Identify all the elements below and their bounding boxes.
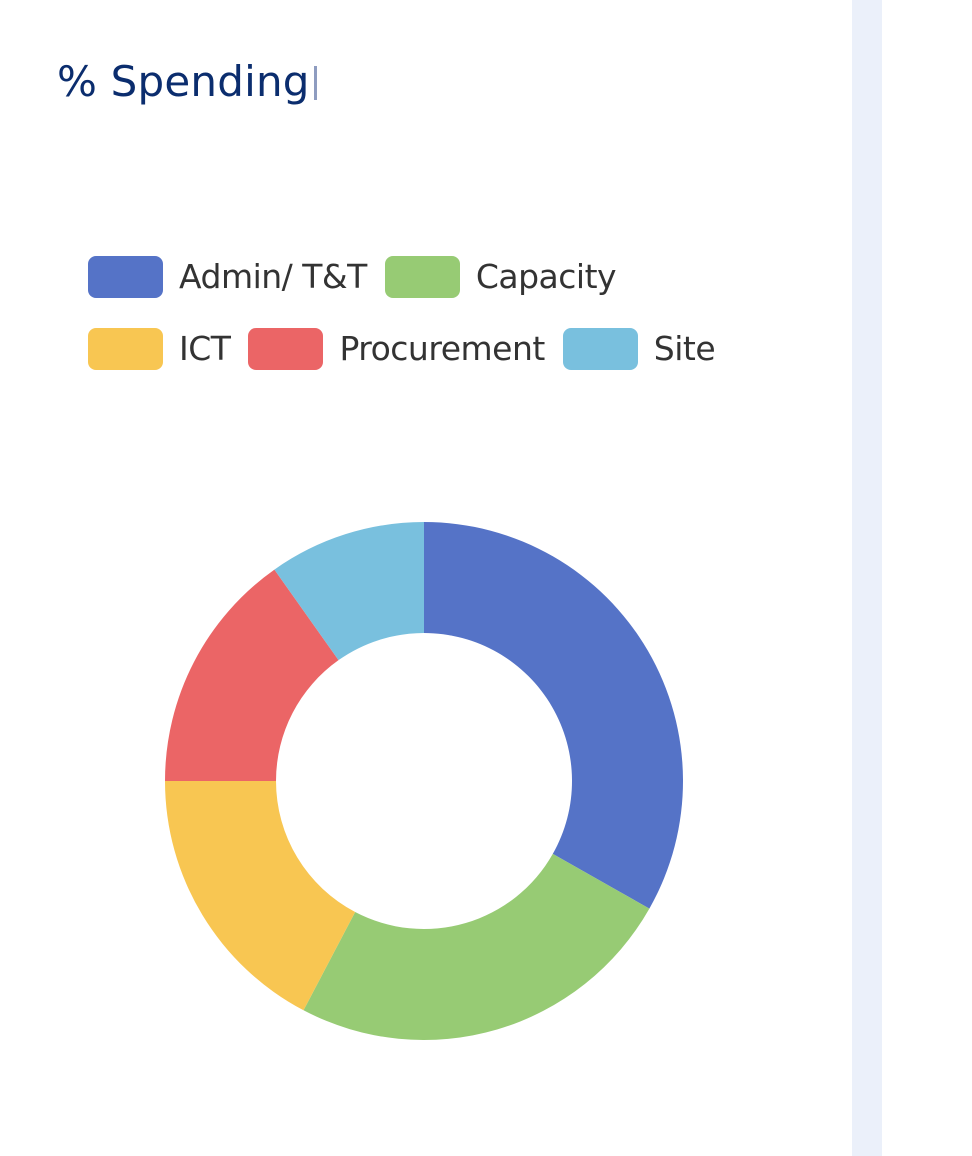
donut-segment-ict[interactable]: [165, 781, 356, 1011]
donut-segment-admin-t-t[interactable]: [424, 522, 684, 909]
donut-segment-procurement[interactable]: [165, 569, 339, 781]
legend-label-admin: Admin/ T&T: [179, 257, 367, 296]
legend-label-ict: ICT: [179, 329, 231, 368]
donut-chart: [164, 521, 684, 1041]
legend-swatch-site: [562, 328, 638, 370]
legend-label-capacity: Capacity: [475, 257, 617, 296]
legend-swatch-procurement: [248, 328, 324, 370]
legend-item-capacity[interactable]: Capacity: [384, 256, 617, 298]
card-title-text: % Spending: [57, 57, 310, 106]
legend-label-site: Site: [653, 329, 716, 368]
legend-item-procurement[interactable]: Procurement: [248, 328, 545, 370]
donut-chart-svg: [165, 522, 684, 1040]
legend-swatch-ict: [88, 328, 163, 370]
legend-swatch-capacity: [384, 256, 460, 298]
legend-item-ict[interactable]: ICT: [88, 328, 231, 370]
card-title: % Spending: [57, 52, 317, 112]
donut-segment-site[interactable]: [274, 522, 424, 661]
legend-item-site[interactable]: Site: [562, 328, 716, 370]
spending-card: % Spending Admin/ T&T Capacity ICT Procu…: [57, 52, 808, 1041]
side-panel-strip: [852, 0, 882, 1156]
text-cursor: [313, 66, 317, 100]
legend-row-2: ICT Procurement Site: [88, 328, 808, 370]
donut-segment-capacity[interactable]: [303, 853, 650, 1040]
legend-label-procurement: Procurement: [339, 329, 545, 368]
legend-item-admin[interactable]: Admin/ T&T: [88, 256, 367, 298]
legend-swatch-admin: [88, 256, 163, 298]
chart-legend: Admin/ T&T Capacity ICT Procurement Site: [88, 256, 808, 400]
legend-row-1: Admin/ T&T Capacity: [88, 256, 808, 298]
